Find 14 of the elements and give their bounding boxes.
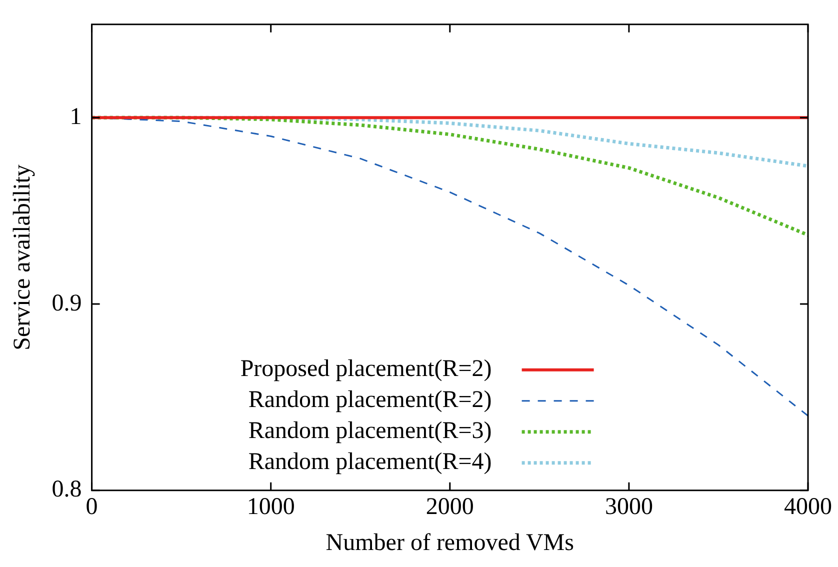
y-axis-title: Service availability	[10, 164, 36, 350]
x-tick-label: 4000	[784, 494, 832, 520]
legend-label: Random placement(R=3)	[248, 418, 492, 444]
y-tick-label: 0.8	[52, 476, 82, 503]
x-axis-title: Number of removed VMs	[326, 530, 574, 556]
y-tick-label: 0.9	[52, 290, 82, 316]
x-tick-label: 0	[86, 494, 98, 520]
x-tick-label: 1000	[246, 494, 295, 520]
x-tick-label: 3000	[604, 494, 653, 520]
y-tick-label: 1	[70, 104, 82, 130]
legend-label: Random placement(R=4)	[248, 449, 492, 476]
legend-label: Proposed placement(R=2)	[240, 356, 492, 382]
x-tick-label: 2000	[426, 494, 474, 520]
legend-label: Random placement(R=2)	[248, 387, 492, 414]
